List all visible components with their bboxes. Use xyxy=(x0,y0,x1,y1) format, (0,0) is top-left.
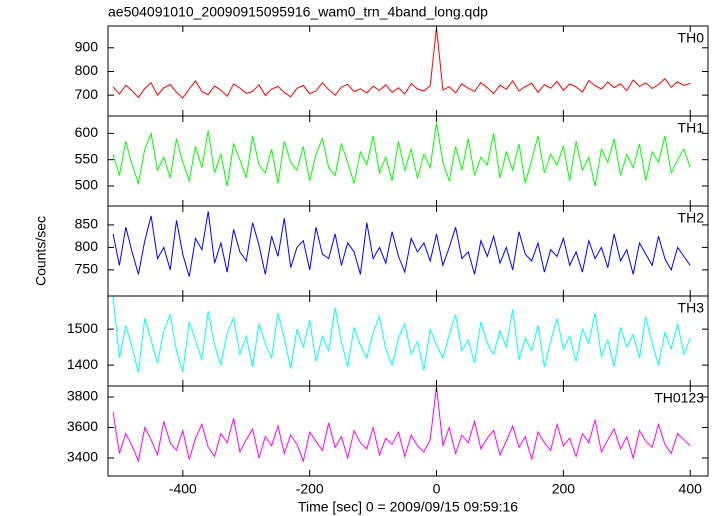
series-label: TH3 xyxy=(678,300,705,316)
y-tick-label: 700 xyxy=(75,86,99,102)
x-tick-label: 400 xyxy=(679,481,703,497)
series-line xyxy=(112,122,691,187)
y-tick-label: 750 xyxy=(75,261,99,277)
series-label: TH0123 xyxy=(654,390,704,406)
y-tick-label: 600 xyxy=(75,124,99,140)
chart-title: ae504091010_20090915095916_wam0_trn_4ban… xyxy=(108,4,488,20)
y-tick-label: 1500 xyxy=(67,320,98,336)
panel-frame xyxy=(107,25,709,117)
y-axis-label: Counts/sec xyxy=(33,216,49,286)
y-tick-label: 3400 xyxy=(67,449,98,465)
series-line xyxy=(112,211,691,277)
x-tick-label: -200 xyxy=(296,481,324,497)
y-tick-label: 800 xyxy=(75,238,99,254)
series-label: TH1 xyxy=(678,120,705,136)
panel-frame xyxy=(107,385,709,477)
y-tick-label: 800 xyxy=(75,62,99,78)
y-tick-label: 550 xyxy=(75,150,99,166)
series-label: TH2 xyxy=(678,210,705,226)
x-tick-label: 200 xyxy=(552,481,576,497)
series-label: TH0 xyxy=(678,30,705,46)
y-tick-label: 1400 xyxy=(67,356,98,372)
x-axis-label: Time [sec] 0 = 2009/09/15 09:59:16 xyxy=(298,499,518,515)
x-tick-label: 0 xyxy=(433,481,441,497)
y-tick-label: 500 xyxy=(75,177,99,193)
x-tick-label: -400 xyxy=(169,481,197,497)
y-tick-label: 900 xyxy=(75,38,99,54)
y-tick-label: 850 xyxy=(75,216,99,232)
series-line xyxy=(112,296,691,373)
y-tick-label: 3600 xyxy=(67,418,98,434)
series-line xyxy=(112,386,691,463)
y-tick-label: 3800 xyxy=(67,388,98,404)
series-line xyxy=(112,27,691,99)
